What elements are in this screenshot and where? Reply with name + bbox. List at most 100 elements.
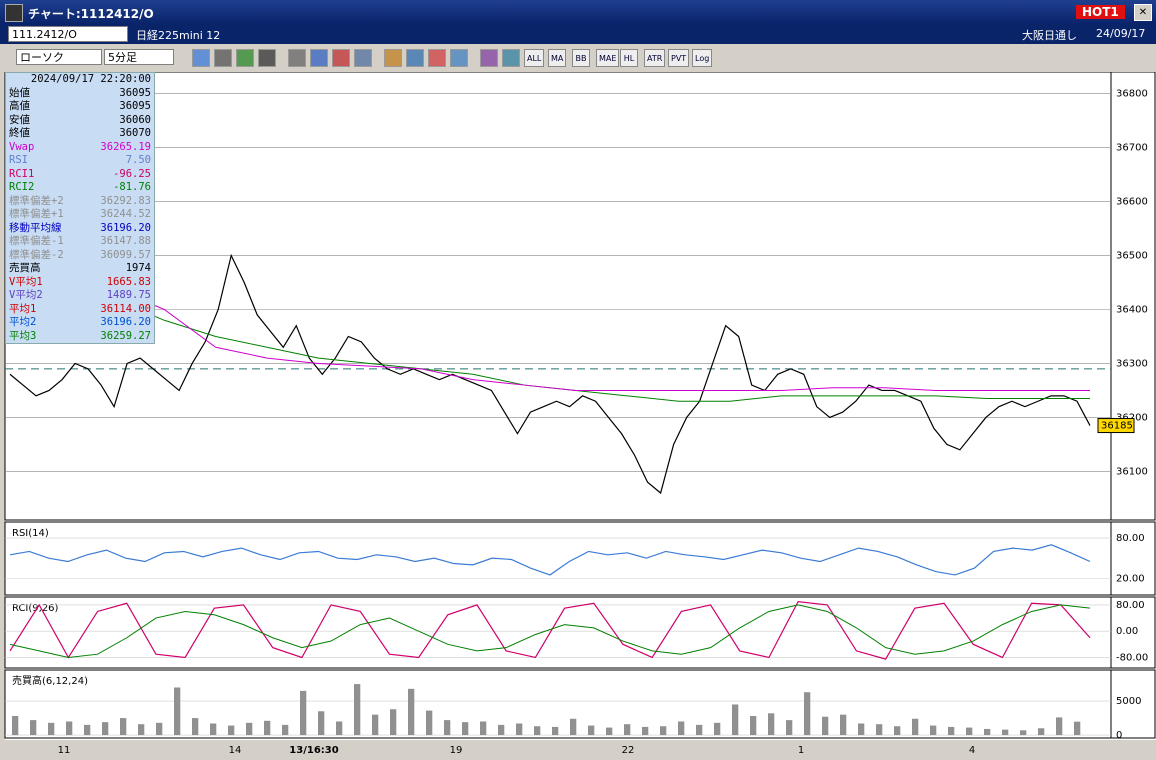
- tool-icon[interactable]: [288, 49, 306, 67]
- volume-bar: [822, 716, 829, 736]
- info-row: 平均2 36196.20: [6, 316, 154, 330]
- tool-icon[interactable]: [192, 49, 210, 67]
- series-line: [10, 282, 1090, 391]
- panel-title: 売買高(6,12,24): [12, 674, 88, 687]
- info-row: 標準偏差+1 36244.52: [6, 208, 154, 222]
- tool-button[interactable]: HL: [620, 49, 638, 67]
- volume-bar: [660, 726, 667, 736]
- info-label: 標準偏差+2: [9, 194, 64, 207]
- tool-icon[interactable]: [406, 49, 424, 67]
- info-label: 安値: [9, 113, 30, 126]
- symbol-combo[interactable]: 111.2412/O: [8, 26, 128, 42]
- tool-icon[interactable]: [332, 49, 350, 67]
- info-value: 1489.75: [106, 289, 151, 301]
- tool-button[interactable]: PVT: [668, 49, 690, 67]
- volume-bar: [462, 722, 469, 736]
- info-label: RCI1: [9, 167, 35, 180]
- volume-bar: [696, 724, 703, 736]
- x-tick-label: 14: [229, 745, 242, 756]
- info-label: Vwap: [9, 140, 35, 153]
- y-tick-label: 36800: [1116, 89, 1148, 100]
- info-label: 標準偏差-1: [9, 235, 64, 247]
- volume-bar: [336, 721, 343, 736]
- volume-bar: [354, 684, 361, 736]
- panel-title: RSI(14): [12, 528, 49, 539]
- tool-icon[interactable]: [384, 49, 402, 67]
- volume-bar: [282, 724, 289, 736]
- y-tick-label: 36300: [1116, 358, 1148, 369]
- symbol: 111.2412/O: [12, 28, 77, 41]
- timestamp: 2024/09/17 22:20:00: [6, 73, 154, 87]
- volume-bar: [174, 687, 181, 736]
- panel-frame: [4, 596, 1156, 669]
- last-price-box: [1097, 418, 1135, 434]
- interval-combo[interactable]: 5分足: [104, 49, 174, 65]
- tool-button[interactable]: BB: [572, 49, 590, 67]
- chart-style-combo[interactable]: ローソク: [16, 49, 102, 65]
- volume-bar: [120, 718, 127, 736]
- tool-button[interactable]: ALL: [524, 49, 545, 67]
- volume-bar: [732, 704, 739, 736]
- series-line: [9, 604, 1091, 658]
- volume-bar: [264, 720, 271, 736]
- volume-bar: [66, 721, 73, 736]
- volume-bar: [642, 726, 649, 736]
- info-value: 36099.57: [100, 248, 151, 261]
- info-value: 36259.27: [100, 329, 151, 342]
- volume-bar: [606, 727, 613, 736]
- info-label: RSI: [9, 154, 28, 166]
- axis-background: [1111, 72, 1156, 740]
- info-value: 36114.00: [100, 302, 151, 315]
- info-label: 売買高: [9, 262, 41, 274]
- tool-icon[interactable]: [236, 49, 254, 67]
- volume-bar: [390, 709, 397, 736]
- volume-bar: [300, 690, 307, 736]
- tool-icon[interactable]: [428, 49, 446, 67]
- tool-button[interactable]: Log: [692, 49, 713, 67]
- info-label: 平均3: [9, 329, 37, 342]
- symbol-bar: 111.2412/O 日経225mini 12 大阪日通し 24/09/17: [0, 24, 1156, 44]
- tool-button[interactable]: MA: [548, 49, 567, 67]
- info-value: 36292.83: [100, 194, 151, 207]
- chart: 36100 36200 36300 36400 36500 36600 36700 36800…: [0, 72, 1156, 760]
- y-tick-label: 36100: [1116, 466, 1148, 477]
- series-line: [9, 544, 1091, 576]
- info-row: V平均2 1489.75: [6, 289, 154, 303]
- info-label: V平均2: [9, 289, 43, 301]
- tool-icon[interactable]: [310, 49, 328, 67]
- tool-icon[interactable]: [214, 49, 232, 67]
- info-row: V平均1 1665.83: [6, 276, 154, 290]
- tool-icon[interactable]: [450, 49, 468, 67]
- volume-bar: [102, 722, 109, 736]
- info-value: -81.76: [113, 181, 151, 193]
- x-tick-label: 11: [58, 745, 71, 756]
- info-row: RCI2 -81.76: [6, 181, 154, 195]
- info-value: 36147.88: [100, 235, 151, 247]
- info-row: 始値 36095: [6, 87, 154, 101]
- y-tick-label: 36500: [1116, 251, 1148, 262]
- hot-badge[interactable]: HOT1: [1076, 5, 1125, 19]
- tool-icon[interactable]: [502, 49, 520, 67]
- tool-icon[interactable]: [354, 49, 372, 67]
- y-tick-label: 80.00: [1116, 533, 1145, 544]
- info-label: 終値: [9, 127, 30, 139]
- info-value: 36095: [119, 86, 151, 99]
- y-tick-label: 36700: [1116, 143, 1148, 154]
- tool-button[interactable]: ATR: [644, 49, 666, 67]
- volume-bar: [498, 724, 505, 736]
- info-value: 1974: [125, 262, 151, 274]
- volume-bar: [30, 720, 37, 736]
- volume-bar: [948, 726, 955, 736]
- volume-bar: [12, 716, 19, 736]
- panel-title: RCI(9,26): [12, 603, 59, 614]
- instrument-name: 日経225mini 12: [136, 29, 221, 42]
- volume-bar: [138, 724, 145, 736]
- close-button[interactable]: ✕: [1134, 4, 1152, 21]
- volume-bar: [534, 726, 541, 736]
- tool-button[interactable]: MAE: [596, 49, 620, 67]
- tool-icon[interactable]: [258, 49, 276, 67]
- tool-icon[interactable]: [480, 49, 498, 67]
- info-label: 始値: [9, 86, 30, 99]
- volume-bar: [210, 723, 217, 736]
- info-row: 高値 36095: [6, 100, 154, 114]
